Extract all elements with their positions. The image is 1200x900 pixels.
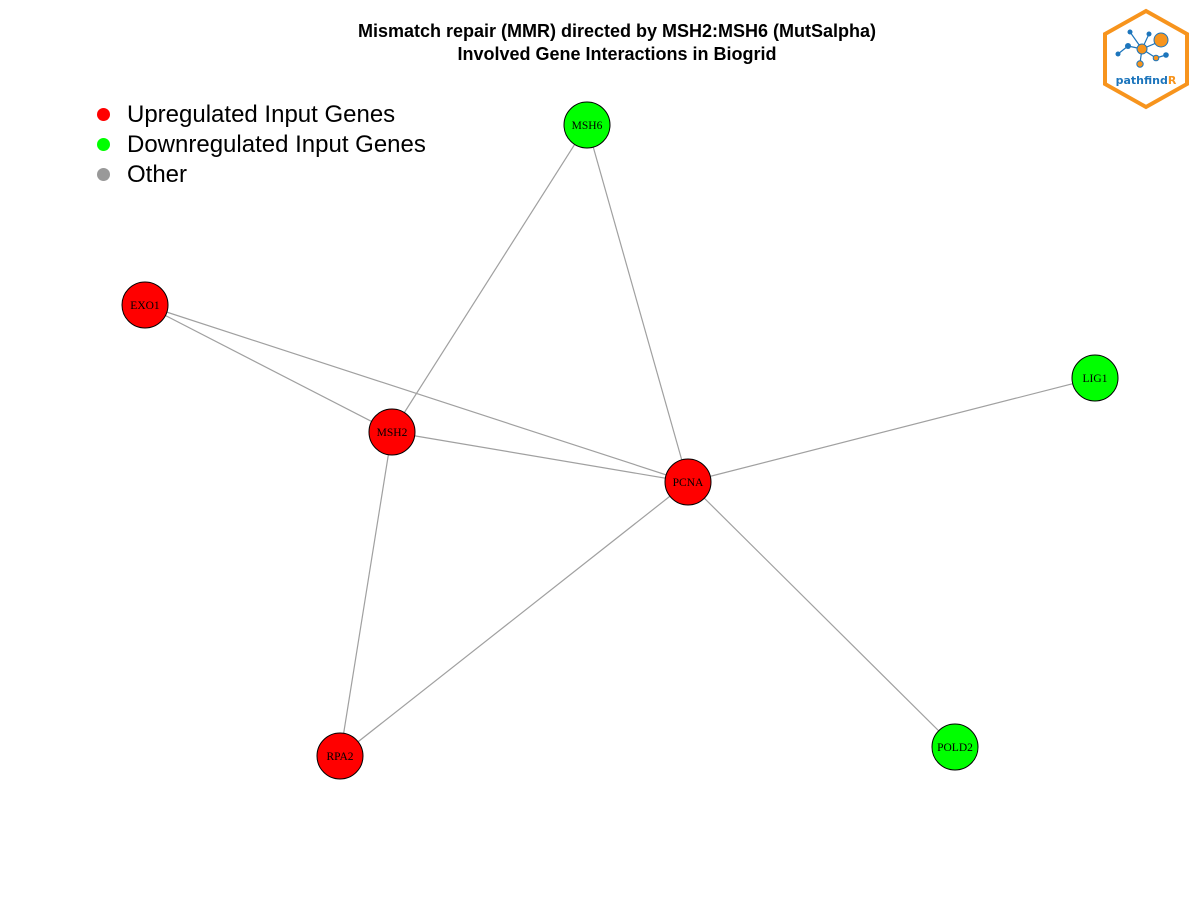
legend-label-downregulated: Downregulated Input Genes xyxy=(127,131,426,158)
node-label-rpa2: RPA2 xyxy=(326,751,353,763)
title-line-2: Involved Gene Interactions in Biogrid xyxy=(457,44,777,64)
node-pold2[interactable]: POLD2 xyxy=(931,723,979,771)
node-label-pold2: POLD2 xyxy=(937,742,973,754)
edge-exo1-pcna xyxy=(144,304,689,483)
edges-layer xyxy=(144,124,1096,757)
edge-exo1-msh2 xyxy=(144,304,393,433)
diagram-title: Mismatch repair (MMR) directed by MSH2:M… xyxy=(0,20,1200,66)
node-label-msh6: MSH6 xyxy=(572,120,603,132)
node-circle-lig1[interactable] xyxy=(1071,354,1119,402)
node-circle-msh2[interactable] xyxy=(368,408,416,456)
node-label-lig1: LIG1 xyxy=(1083,373,1108,385)
logo-wordmark: pathfindR xyxy=(1116,74,1177,87)
node-circle-pold2[interactable] xyxy=(931,723,979,771)
node-label-pcna: PCNA xyxy=(673,477,704,489)
pathfindr-logo: pathfindR xyxy=(1103,8,1189,110)
node-label-msh2: MSH2 xyxy=(377,427,408,439)
legend-dot-other xyxy=(97,168,110,181)
node-exo1[interactable]: EXO1 xyxy=(121,281,169,329)
edge-pcna-pold2 xyxy=(687,481,956,748)
node-lig1[interactable]: LIG1 xyxy=(1071,354,1119,402)
legend-dot-downregulated xyxy=(97,138,110,151)
edge-msh2-rpa2 xyxy=(339,431,393,757)
node-circle-msh6[interactable] xyxy=(563,101,611,149)
node-pcna[interactable]: PCNA xyxy=(664,458,712,506)
legend-label-other: Other xyxy=(127,161,188,188)
edge-msh2-pcna xyxy=(391,431,689,483)
legend-label-upregulated: Upregulated Input Genes xyxy=(127,101,396,128)
node-rpa2[interactable]: RPA2 xyxy=(316,732,364,780)
node-msh2[interactable]: MSH2 xyxy=(368,408,416,456)
edge-msh6-msh2 xyxy=(391,124,588,433)
node-msh6[interactable]: MSH6 xyxy=(563,101,611,149)
edge-msh6-pcna xyxy=(586,124,689,483)
legend-dot-upregulated xyxy=(97,108,110,121)
title-line-1: Mismatch repair (MMR) directed by MSH2:M… xyxy=(357,21,877,41)
node-circle-pcna[interactable] xyxy=(664,458,712,506)
node-circle-rpa2[interactable] xyxy=(316,732,364,780)
node-circle-exo1[interactable] xyxy=(121,281,169,329)
edge-pcna-rpa2 xyxy=(339,481,689,757)
node-label-exo1: EXO1 xyxy=(130,300,160,312)
nodes-layer: MSH6 EXO1 MSH2 PCNA LIG1 RPA2 POLD2 xyxy=(121,101,1119,780)
edge-pcna-lig1 xyxy=(687,377,1096,483)
